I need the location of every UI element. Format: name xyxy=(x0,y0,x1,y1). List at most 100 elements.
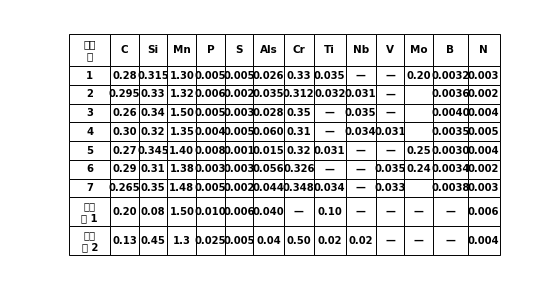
Bar xyxy=(433,66,468,85)
Bar xyxy=(405,66,433,85)
Bar xyxy=(254,141,284,160)
Text: 0.003: 0.003 xyxy=(195,164,226,174)
Text: 0.45: 0.45 xyxy=(141,236,165,246)
Bar xyxy=(69,104,110,123)
Text: 0.002: 0.002 xyxy=(224,183,255,193)
Bar xyxy=(196,34,225,66)
Text: Nb: Nb xyxy=(352,45,369,55)
Text: —: — xyxy=(385,207,395,217)
Text: 1: 1 xyxy=(86,71,93,81)
Text: 0.028: 0.028 xyxy=(253,108,284,118)
Text: 0.02: 0.02 xyxy=(317,236,342,246)
Bar xyxy=(405,141,433,160)
Bar xyxy=(196,85,225,104)
Text: 0.034: 0.034 xyxy=(314,183,346,193)
Bar xyxy=(376,179,405,197)
Text: 0.0030: 0.0030 xyxy=(431,146,470,156)
Text: —: — xyxy=(385,146,395,156)
Bar xyxy=(314,104,346,123)
Text: 0.003: 0.003 xyxy=(468,183,500,193)
Bar xyxy=(314,85,346,104)
Text: 0.0040: 0.0040 xyxy=(431,108,470,118)
Text: 0.25: 0.25 xyxy=(406,146,431,156)
Bar xyxy=(433,34,468,66)
Text: Ti: Ti xyxy=(324,45,335,55)
Bar xyxy=(196,197,225,226)
Text: 0.32: 0.32 xyxy=(141,127,165,137)
Text: 0.006: 0.006 xyxy=(468,207,500,217)
Bar xyxy=(139,85,168,104)
Text: 0.010: 0.010 xyxy=(195,207,226,217)
Text: —: — xyxy=(356,164,366,174)
Bar xyxy=(110,226,139,255)
Bar xyxy=(225,197,254,226)
Text: V: V xyxy=(386,45,394,55)
Bar xyxy=(314,197,346,226)
Text: 0.040: 0.040 xyxy=(253,207,284,217)
Text: —: — xyxy=(325,164,335,174)
Text: N: N xyxy=(480,45,488,55)
Text: 0.315: 0.315 xyxy=(137,71,169,81)
Bar xyxy=(433,226,468,255)
Bar xyxy=(69,141,110,160)
Text: 0.33: 0.33 xyxy=(141,89,165,99)
Bar xyxy=(314,123,346,141)
Bar xyxy=(346,85,376,104)
Bar xyxy=(196,123,225,141)
Text: 4: 4 xyxy=(86,127,93,137)
Text: —: — xyxy=(356,146,366,156)
Bar xyxy=(168,34,196,66)
Text: 0.035: 0.035 xyxy=(345,108,376,118)
Text: Cr: Cr xyxy=(292,45,305,55)
Text: 1.35: 1.35 xyxy=(169,127,194,137)
Bar xyxy=(376,104,405,123)
Bar xyxy=(168,160,196,179)
Text: 1.50: 1.50 xyxy=(169,207,194,217)
Text: 0.035: 0.035 xyxy=(374,164,406,174)
Bar xyxy=(405,104,433,123)
Bar xyxy=(69,226,110,255)
Text: 0.005: 0.005 xyxy=(224,236,255,246)
Bar xyxy=(346,141,376,160)
Text: 0.002: 0.002 xyxy=(224,89,255,99)
Text: 0.35: 0.35 xyxy=(286,108,311,118)
Text: 0.345: 0.345 xyxy=(137,146,169,156)
Bar xyxy=(139,104,168,123)
Text: 1.32: 1.32 xyxy=(169,89,194,99)
Text: 0.20: 0.20 xyxy=(112,207,137,217)
Bar xyxy=(314,160,346,179)
Text: 0.056: 0.056 xyxy=(253,164,284,174)
Text: 0.002: 0.002 xyxy=(468,164,500,174)
Bar xyxy=(254,66,284,85)
Text: —: — xyxy=(385,236,395,246)
Text: Als: Als xyxy=(260,45,278,55)
Bar xyxy=(196,141,225,160)
Text: 0.005: 0.005 xyxy=(195,71,226,81)
Text: 0.28: 0.28 xyxy=(112,71,137,81)
Text: —: — xyxy=(385,71,395,81)
Bar xyxy=(139,34,168,66)
Bar xyxy=(110,85,139,104)
Text: 0.0036: 0.0036 xyxy=(431,89,470,99)
Text: Mn: Mn xyxy=(173,45,191,55)
Text: 0.348: 0.348 xyxy=(283,183,315,193)
Text: 0.008: 0.008 xyxy=(195,146,226,156)
Bar xyxy=(433,197,468,226)
Text: 0.004: 0.004 xyxy=(468,146,500,156)
Bar xyxy=(433,179,468,197)
Bar xyxy=(69,85,110,104)
Text: B: B xyxy=(446,45,455,55)
Bar xyxy=(468,160,500,179)
Bar xyxy=(314,179,346,197)
Bar xyxy=(225,66,254,85)
Bar xyxy=(196,66,225,85)
Text: 1.50: 1.50 xyxy=(169,108,194,118)
Bar xyxy=(405,34,433,66)
Text: 0.005: 0.005 xyxy=(224,127,255,137)
Text: 0.02: 0.02 xyxy=(349,236,373,246)
Bar xyxy=(405,85,433,104)
Text: 3: 3 xyxy=(87,108,93,118)
Bar xyxy=(284,123,314,141)
Bar xyxy=(254,123,284,141)
Text: 0.326: 0.326 xyxy=(283,164,315,174)
